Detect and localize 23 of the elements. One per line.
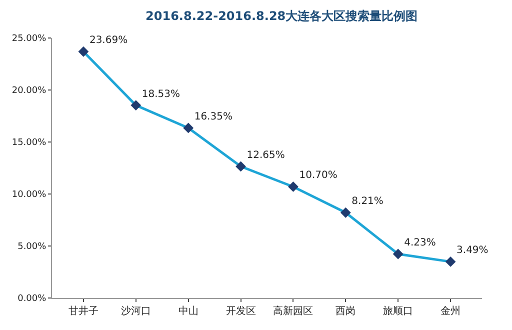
y-tick-label: 20.00% xyxy=(12,86,47,96)
x-tick-label: 旅顺口 xyxy=(383,305,414,317)
y-tick-label: 15.00% xyxy=(12,138,47,148)
x-tick-label: 中山 xyxy=(178,305,198,317)
data-label: 10.70% xyxy=(299,170,338,182)
x-tick-label: 开发区 xyxy=(226,306,256,317)
y-tick-label: 5.00% xyxy=(18,242,47,252)
y-tick-label: 25.00% xyxy=(12,34,47,44)
x-tick-label: 金州 xyxy=(440,305,461,317)
data-label: 8.21% xyxy=(352,196,384,208)
chart-title: 2016.8.22-2016.8.28大连各大区搜索量比例图 xyxy=(146,8,418,23)
data-label: 12.65% xyxy=(246,150,285,161)
x-tick-label: 沙河口 xyxy=(120,305,151,317)
y-tick-label: 10.00% xyxy=(12,190,47,200)
x-tick-label: 西岗 xyxy=(336,305,356,317)
data-label: 23.69% xyxy=(89,35,128,46)
data-label: 4.23% xyxy=(404,238,436,249)
data-label: 18.53% xyxy=(142,88,180,100)
x-tick-label: 高新园区 xyxy=(273,305,314,317)
data-label: 3.49% xyxy=(456,245,488,256)
x-tick-label: 甘井子 xyxy=(68,305,98,317)
y-tick-label: 0.00% xyxy=(18,294,47,304)
data-label: 16.35% xyxy=(194,111,232,122)
